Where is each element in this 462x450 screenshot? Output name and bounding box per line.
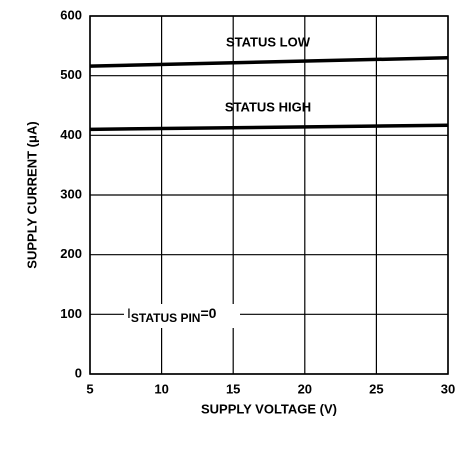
x-tick-label: 15 (226, 381, 240, 396)
annotation-text: =0 (200, 305, 216, 321)
x-tick-label: 20 (298, 381, 312, 396)
x-tick-label: 5 (86, 381, 93, 396)
annotation: STATUS LOW (226, 34, 311, 49)
annotation-subscript: STATUS PIN (131, 311, 201, 325)
y-tick-label: 100 (60, 306, 82, 321)
annotation-background (124, 304, 240, 328)
annotation: STATUS HIGH (225, 99, 311, 114)
annotation: ISTATUS PIN=0 (127, 305, 217, 325)
y-tick-label: 500 (60, 67, 82, 82)
y-tick-label: 600 (60, 7, 82, 22)
series-line (89, 56, 449, 68)
y-tick-label: 0 (75, 365, 82, 380)
x-tick-label: 30 (441, 381, 455, 396)
x-axis-title: SUPPLY VOLTAGE (V) (201, 401, 337, 416)
y-tick-label: 300 (60, 186, 82, 201)
series-line (89, 123, 449, 132)
x-tick-label: 10 (154, 381, 168, 396)
annotation-symbol: I (127, 305, 131, 321)
y-tick-label: 200 (60, 246, 82, 261)
plot-frame (89, 15, 449, 375)
y-tick-label: 400 (60, 127, 82, 142)
x-tick-label: 25 (369, 381, 383, 396)
y-axis-title: SUPPLY CURRENT (μA) (24, 121, 39, 268)
